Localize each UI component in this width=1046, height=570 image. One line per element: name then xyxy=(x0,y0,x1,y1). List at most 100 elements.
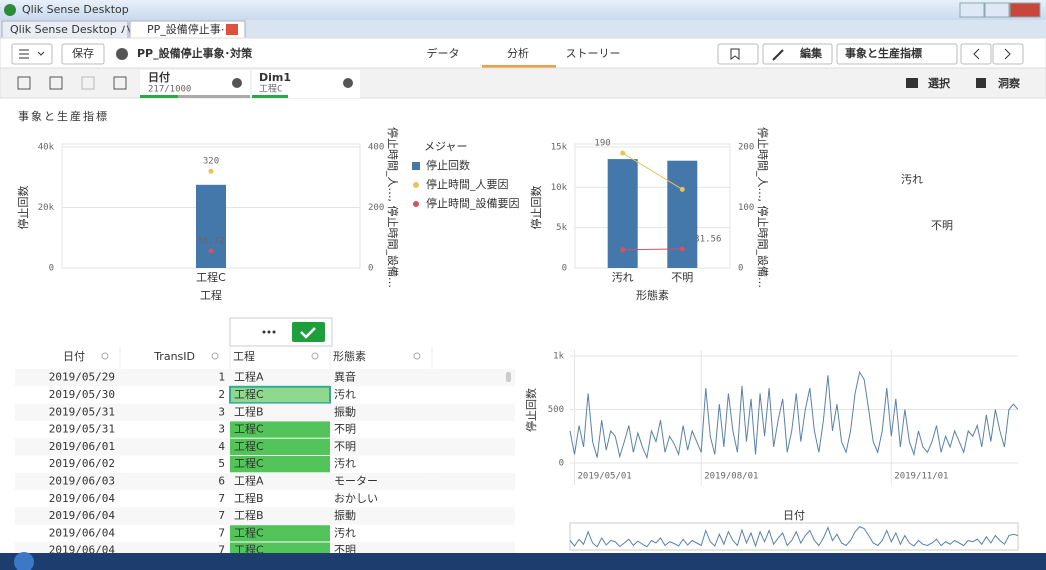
tool-label[interactable]: 選択 xyxy=(928,76,951,90)
legend-swatch xyxy=(413,182,419,188)
x-tick-label: 不明 xyxy=(671,271,693,284)
cell: 工程B xyxy=(234,492,264,505)
chip-clear[interactable] xyxy=(343,78,353,88)
cell: 異音 xyxy=(334,370,356,384)
cell: 2019/06/04 xyxy=(49,509,116,522)
cell: 工程A xyxy=(234,371,264,384)
cell: 汚れ xyxy=(334,526,356,539)
value-label: 56.72 xyxy=(197,236,224,246)
cell: 3 xyxy=(218,423,225,436)
x-tick-label: 汚れ xyxy=(612,271,634,284)
x-axis-label: 工程 xyxy=(200,289,222,302)
sheet-name: 事象と生産指標 xyxy=(845,46,922,60)
y-axis-label: 停止回数 xyxy=(16,186,30,230)
legend-label: 停止時間_設備要因 xyxy=(426,196,520,210)
confirm-button[interactable] xyxy=(292,322,325,342)
app-name: PP_設備停止事象･対策 xyxy=(137,46,253,60)
close[interactable] xyxy=(1009,2,1041,18)
cell: 工程C xyxy=(234,423,264,436)
cell: 工程A xyxy=(234,474,264,487)
cell: 7 xyxy=(218,509,225,522)
point xyxy=(679,246,685,252)
x-tick-label: 2019/11/01 xyxy=(894,472,948,482)
tool-icon[interactable] xyxy=(113,76,127,90)
y2-axis-label: 停止時間_人…, 停止時間_設備… xyxy=(756,127,770,288)
column-header: 形態素 xyxy=(333,349,366,363)
tab-label: Qlik Sense Desktop ハブ xyxy=(10,22,142,36)
x-axis-label: 形態素 xyxy=(636,288,669,302)
more-dot xyxy=(272,330,276,334)
cell: 5 xyxy=(218,457,225,470)
bookmark-button[interactable] xyxy=(717,43,759,65)
y-tick-label: 5k xyxy=(556,223,567,233)
more-dot[interactable] xyxy=(262,330,266,334)
chip-value: 217/1000 xyxy=(148,85,191,95)
point xyxy=(620,247,626,253)
row-bg xyxy=(15,369,515,387)
selection-chip[interactable] xyxy=(140,70,250,98)
edit-button[interactable] xyxy=(762,43,833,65)
x-tick-label: 2019/08/01 xyxy=(704,472,758,482)
title-bar xyxy=(0,0,1046,20)
column-header: 工程 xyxy=(233,350,255,363)
cell: 工程C xyxy=(234,457,264,470)
y2-tick-label: 100 xyxy=(738,203,754,213)
check-icon xyxy=(300,327,316,339)
cell-selected xyxy=(230,456,330,473)
start-button[interactable] xyxy=(14,552,34,570)
tool-icon[interactable] xyxy=(49,76,63,90)
minimize[interactable] xyxy=(959,2,985,18)
maximize[interactable] xyxy=(984,2,1010,18)
chip-clear[interactable] xyxy=(232,78,242,88)
nav-item[interactable]: 分析 xyxy=(507,46,529,60)
next-button[interactable] xyxy=(992,43,1024,65)
selection-chip[interactable] xyxy=(252,70,360,98)
value-label: 31.56 xyxy=(694,234,721,244)
search-icon xyxy=(101,352,109,360)
point xyxy=(208,248,214,254)
y-tick-label: 0 xyxy=(562,264,567,274)
tool-icon[interactable] xyxy=(81,76,95,90)
menu-button[interactable] xyxy=(11,43,53,65)
cell: 7 xyxy=(218,526,225,539)
tab-bar xyxy=(0,20,1046,38)
cell: 工程C xyxy=(234,544,264,557)
tool-icon[interactable] xyxy=(17,76,31,90)
y2-tick-label: 200 xyxy=(368,203,384,213)
cell: 2019/05/29 xyxy=(49,371,115,384)
sheet-button[interactable] xyxy=(836,43,958,65)
table-header xyxy=(15,347,515,368)
prev-button[interactable] xyxy=(960,43,992,65)
cell: 6 xyxy=(218,474,225,487)
y2-axis-label: 停止時間_人…, 停止時間_設備… xyxy=(386,127,400,288)
nav-item[interactable]: データ xyxy=(427,46,460,60)
window-title: Qlik Sense Desktop xyxy=(22,3,129,16)
series-line xyxy=(622,248,683,251)
save-button[interactable] xyxy=(61,43,105,65)
y-tick-label: 0 xyxy=(49,264,54,274)
y-tick-label: 0 xyxy=(559,459,564,469)
x-tick-label: 2019/05/01 xyxy=(578,472,632,482)
cell-selected xyxy=(230,542,330,553)
app-icon xyxy=(4,4,16,16)
nav-item[interactable]: ストーリー xyxy=(566,47,621,60)
tool-label[interactable]: 洞察 xyxy=(998,76,1021,90)
cell: 不明 xyxy=(334,440,356,453)
legend-swatch xyxy=(413,201,419,207)
cell: 2019/06/04 xyxy=(49,526,116,539)
cell: 汚れ xyxy=(334,457,356,470)
legend-swatch xyxy=(412,162,420,170)
y-tick-label: 1k xyxy=(553,352,564,362)
cell: 不明 xyxy=(334,544,356,557)
cell-selected xyxy=(230,438,330,455)
cell: 2019/06/01 xyxy=(49,440,115,453)
cell: 振動 xyxy=(334,404,356,418)
point xyxy=(620,150,626,156)
point xyxy=(679,186,685,192)
cell: 7 xyxy=(218,544,225,557)
tab-close[interactable] xyxy=(226,24,238,35)
cell: 7 xyxy=(218,492,225,505)
kpi-value: 汚れ xyxy=(901,173,923,186)
